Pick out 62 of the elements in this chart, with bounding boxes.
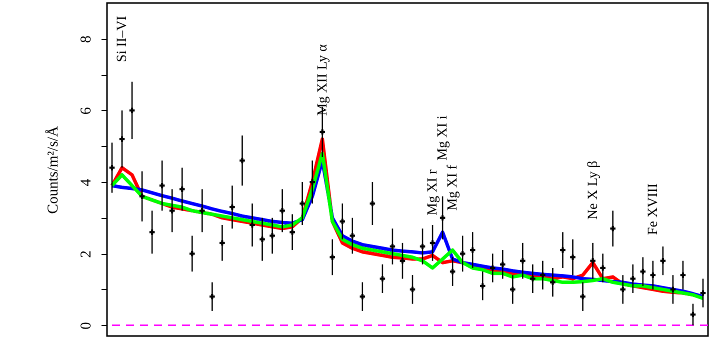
annotation: Fe XVIII xyxy=(646,182,661,236)
point xyxy=(580,294,586,300)
point xyxy=(470,247,476,253)
point xyxy=(520,258,526,264)
point xyxy=(530,276,536,282)
point xyxy=(250,222,255,228)
point xyxy=(290,230,295,235)
point xyxy=(550,280,556,285)
point xyxy=(570,254,576,260)
point xyxy=(440,215,446,220)
point xyxy=(380,276,386,282)
point xyxy=(169,208,175,214)
point xyxy=(460,251,466,256)
point xyxy=(159,182,165,188)
point xyxy=(320,129,326,135)
point xyxy=(630,276,636,282)
point xyxy=(620,286,626,292)
y-tick-label: 4 xyxy=(78,178,94,186)
annotation: Mg XI f xyxy=(446,164,461,211)
y-axis-title: Counts/m²/s/Å xyxy=(44,126,62,214)
annotation: Mg XII Ly α xyxy=(315,44,330,116)
y-tick-label: 8 xyxy=(78,36,94,44)
y-tick-label: 2 xyxy=(78,250,94,258)
point xyxy=(350,233,356,238)
point xyxy=(179,186,185,192)
annotation: Mg XI r xyxy=(426,169,441,216)
point xyxy=(139,194,145,199)
point xyxy=(230,204,235,210)
point xyxy=(510,286,516,292)
point xyxy=(500,262,506,268)
point xyxy=(310,179,315,185)
y-tick-label: 6 xyxy=(78,106,94,115)
point xyxy=(680,272,686,278)
point xyxy=(560,247,566,253)
point xyxy=(480,283,486,289)
point xyxy=(109,165,115,170)
point xyxy=(650,272,656,278)
point xyxy=(270,233,275,238)
point xyxy=(340,218,346,224)
point xyxy=(610,226,616,232)
point xyxy=(330,254,336,260)
point xyxy=(210,294,215,300)
point xyxy=(149,230,155,235)
point xyxy=(540,272,546,278)
point xyxy=(600,265,606,271)
annotation: Mg XI i xyxy=(436,115,451,161)
point xyxy=(300,200,305,206)
point xyxy=(260,236,265,242)
y-tick-label: 0 xyxy=(78,322,94,330)
point xyxy=(640,268,646,274)
annotation: Ne X Ly β xyxy=(586,160,601,220)
point xyxy=(220,240,225,246)
point xyxy=(660,258,666,264)
point xyxy=(590,258,596,264)
point xyxy=(189,251,195,256)
point xyxy=(200,208,205,214)
point xyxy=(240,158,245,164)
point xyxy=(280,208,285,214)
point xyxy=(490,265,496,271)
point xyxy=(400,258,406,264)
annotation: Si II–VI xyxy=(115,15,130,62)
point xyxy=(360,294,366,300)
